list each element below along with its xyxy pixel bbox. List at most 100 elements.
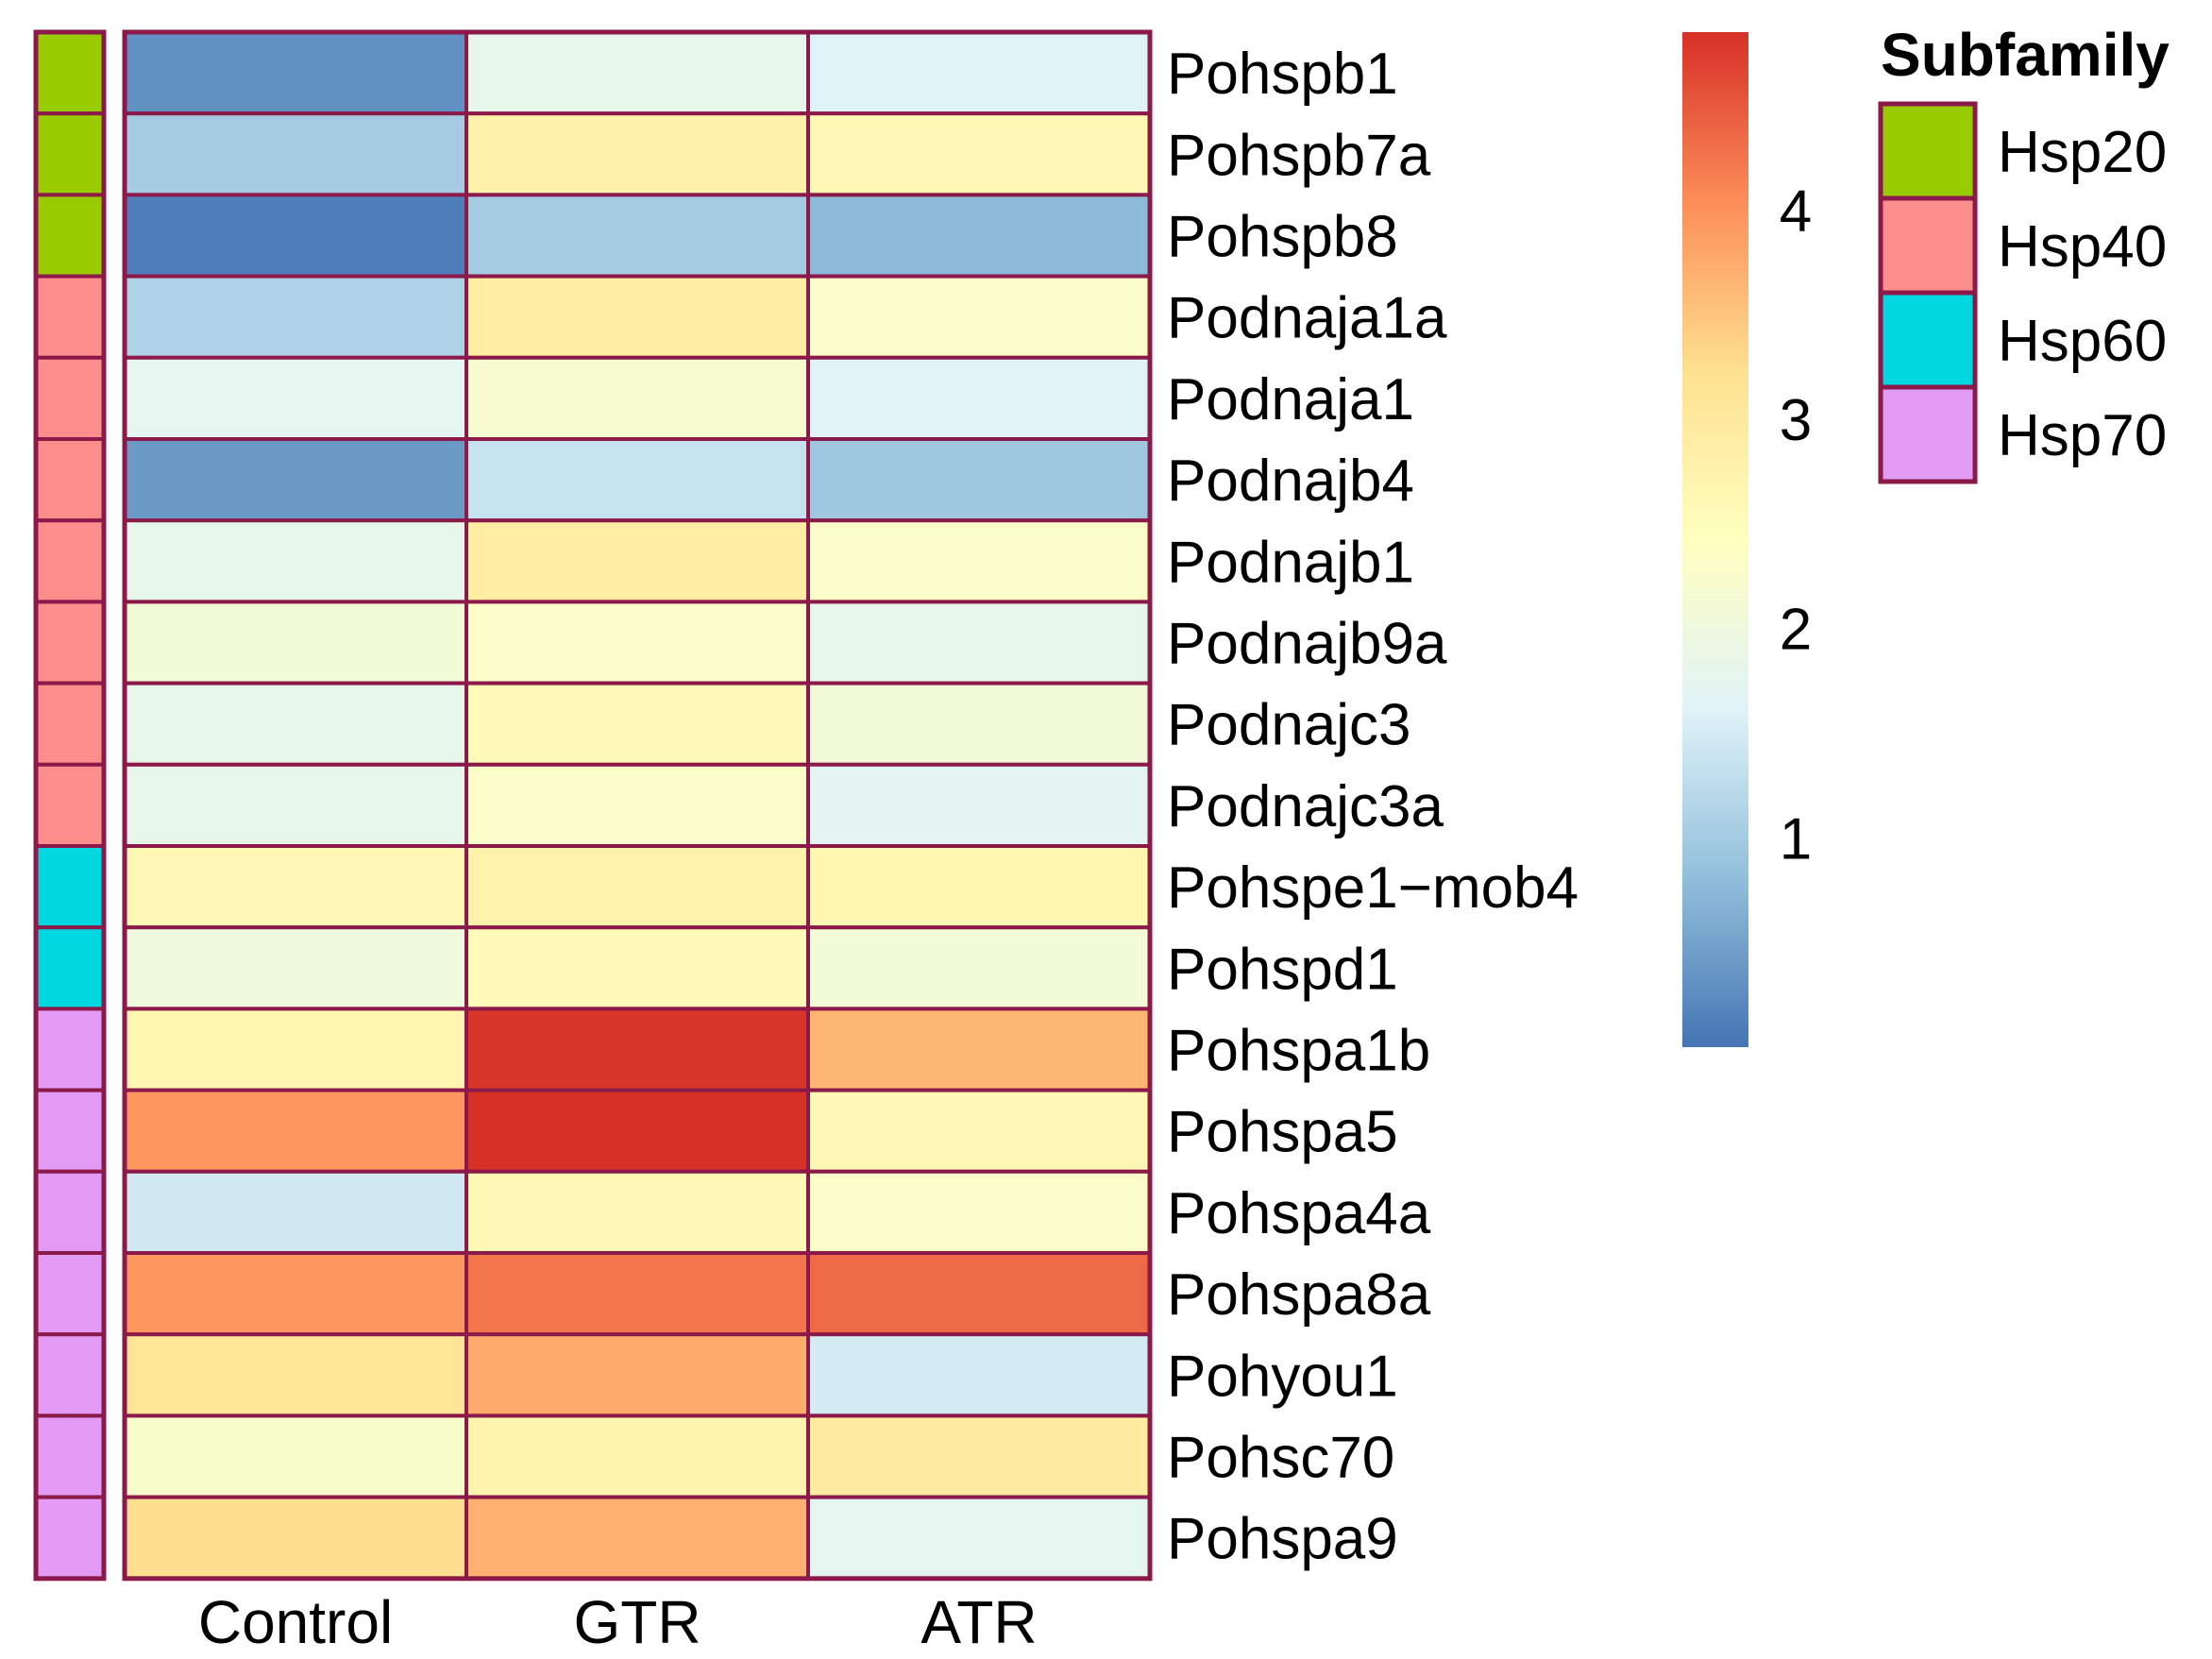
heatmap-cell [806, 518, 1152, 604]
legend-swatch [1878, 101, 1978, 201]
heatmap-cell [464, 762, 810, 848]
subfamily-legend: Subfamily Hsp20 Hsp40 Hsp60 Hsp70 [1878, 21, 2170, 484]
heatmap-cell [806, 1414, 1152, 1499]
colorbar-gradient [1682, 32, 1748, 1047]
legend-swatch [1878, 290, 1978, 390]
subfamily-cell [34, 30, 106, 116]
heatmap-cell [464, 30, 810, 116]
colorbar-tick-label: 4 [1780, 178, 1812, 244]
legend-item-label: Hsp70 [1998, 403, 2167, 468]
row-label: Pohspa8a [1167, 1262, 1431, 1328]
row-label: Pohspa1b [1167, 1019, 1430, 1084]
heatmap-cell [123, 1414, 468, 1499]
heatmap-cell [123, 925, 468, 1011]
row-label: Pohspa4a [1167, 1181, 1431, 1246]
heatmap-cell [464, 1414, 810, 1499]
row-label: Podnajb1 [1167, 530, 1414, 595]
column-labels: Control GTR ATR [198, 1588, 1038, 1656]
heatmap-cell [123, 1251, 468, 1337]
legend-item-label: Hsp40 [1998, 214, 2167, 279]
heatmap-cell [123, 355, 468, 441]
subfamily-cell [34, 600, 106, 686]
heatmap-cell [464, 1007, 810, 1092]
heatmap-cell [123, 111, 468, 197]
subfamily-cell [34, 925, 106, 1011]
legend-title: Subfamily [1881, 21, 2170, 89]
colorbar-tick-label: 3 [1780, 388, 1812, 453]
subfamily-cell [34, 518, 106, 604]
subfamily-cell [34, 1495, 106, 1581]
heatmap-cell [123, 274, 468, 360]
row-label: Podnaja1a [1167, 286, 1447, 351]
heatmap-cell [123, 1332, 468, 1418]
heatmap-cell [806, 925, 1152, 1011]
heatmap-cell [123, 844, 468, 930]
row-label: Podnajc3a [1167, 774, 1444, 839]
heatmap-cell [123, 1169, 468, 1256]
heatmap-cell [806, 1007, 1152, 1092]
heatmap-cell [464, 274, 810, 360]
subfamily-cell [34, 1169, 106, 1256]
heatmap-cell [806, 1251, 1152, 1337]
subfamily-cell [34, 111, 106, 197]
subfamily-cell [34, 762, 106, 848]
heatmap-cell [464, 1251, 810, 1337]
subfamily-cell [34, 844, 106, 930]
heatmap-cell [464, 1495, 810, 1581]
subfamily-cell [34, 355, 106, 441]
heatmap-cell [464, 193, 810, 279]
heatmap-cell [123, 518, 468, 604]
heatmap-cell [464, 111, 810, 197]
column-label: ATR [920, 1588, 1037, 1656]
heatmap-cell [806, 1332, 1152, 1418]
heatmap-cells [122, 29, 1153, 1582]
heatmap-cell [464, 844, 810, 930]
heatmap-cell [464, 1088, 810, 1174]
row-label: Pohsc70 [1167, 1426, 1394, 1491]
heatmap-cell [123, 437, 468, 523]
column-label: Control [198, 1588, 393, 1656]
colorbar-tick-label: 1 [1780, 806, 1812, 872]
heatmap-cell [806, 600, 1152, 686]
heatmap-cell [464, 1332, 810, 1418]
subfamily-cell [34, 1088, 106, 1174]
legend-swatch [1878, 384, 1978, 484]
heatmap-cell [464, 355, 810, 441]
heatmap-cell [123, 1088, 468, 1174]
row-labels: Pohspb1 Pohspb7a Pohspb8 Podnaja1a Podnaja1 P… [1167, 42, 1579, 1572]
legend-swatch [1878, 195, 1978, 296]
row-label: Podnaja1 [1167, 367, 1414, 432]
heatmap-cell [806, 681, 1152, 767]
subfamily-cell [34, 274, 106, 360]
heatmap-cell [464, 681, 810, 767]
legend-item-label: Hsp20 [1998, 120, 2167, 185]
row-label: Podnajb9a [1167, 612, 1447, 677]
legend-item-label: Hsp60 [1998, 309, 2167, 374]
subfamily-cell [34, 1332, 106, 1418]
row-label: Pohspb1 [1167, 42, 1398, 107]
heatmap-cell [806, 355, 1152, 441]
subfamily-cell [34, 437, 106, 523]
row-label: Pohspa9 [1167, 1507, 1398, 1572]
subfamily-cell [34, 681, 106, 767]
colorbar: 1 2 3 4 [1682, 32, 1812, 1047]
subfamily-cell [34, 193, 106, 279]
heatmap-cell [123, 762, 468, 848]
colorbar-tick-label: 2 [1780, 598, 1812, 663]
heatmap-cell [464, 600, 810, 686]
subfamily-annotation-column [33, 29, 107, 1582]
heatmap-cell [806, 1169, 1152, 1256]
row-label: Pohspb7a [1167, 123, 1431, 188]
heatmap-cell [464, 518, 810, 604]
annotation-border [33, 29, 107, 1582]
row-label: Pohyou1 [1167, 1344, 1398, 1409]
heatmap-cell [123, 600, 468, 686]
heatmap-cell [806, 30, 1152, 116]
heatmap-cell [123, 30, 468, 116]
heatmap-border [122, 29, 1153, 1582]
heatmap-cell [806, 111, 1152, 197]
heatmap-cell [806, 437, 1152, 523]
row-label: Pohspe1−mob4 [1167, 855, 1579, 921]
subfamily-cell [34, 1414, 106, 1499]
